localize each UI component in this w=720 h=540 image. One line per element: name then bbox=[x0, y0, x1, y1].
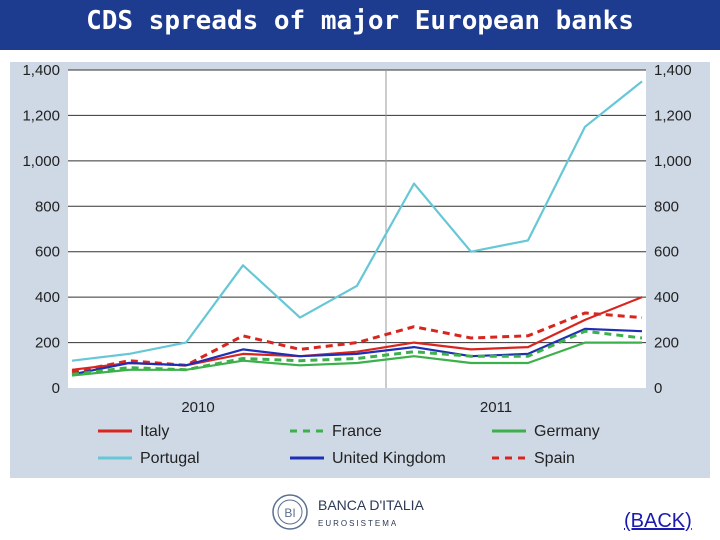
logo-sub: EUROSISTEMA bbox=[318, 519, 398, 528]
legend-label: Spain bbox=[534, 450, 575, 467]
back-link[interactable]: (BACK) bbox=[624, 510, 692, 532]
series-line bbox=[71, 341, 642, 377]
legend: Italy France Germany Portugal United Kingdom… bbox=[98, 423, 600, 467]
cds-line-chart: 0 200 400 600 800 1,000 1,200 1,400 0 200 400 600 8… bbox=[22, 62, 692, 467]
x-tick-label: 2011 bbox=[480, 399, 512, 416]
legend-label: United Kingdom bbox=[332, 450, 446, 467]
grid-lines bbox=[68, 69, 646, 344]
y-tick-label-left: 0 bbox=[52, 380, 60, 397]
y-tick-label-right: 600 bbox=[654, 244, 679, 261]
legend-label: Germany bbox=[534, 423, 600, 440]
plot-area bbox=[68, 70, 646, 388]
x-axis: 2010 2011 bbox=[181, 399, 512, 416]
y-axis-right: 0 200 400 600 800 1,000 1,200 1,400 bbox=[654, 62, 692, 397]
legend-label: Italy bbox=[140, 423, 169, 440]
series-lines bbox=[71, 80, 643, 377]
y-tick-label-left: 400 bbox=[35, 289, 60, 306]
y-tick-label-right: 800 bbox=[654, 198, 679, 215]
title-bar bbox=[0, 0, 720, 50]
logo-name: BANCA D'ITALIA bbox=[318, 497, 425, 513]
banca-italia-logo: BI BANCA D'ITALIA EUROSISTEMA bbox=[272, 494, 425, 530]
y-tick-label-right: 1,400 bbox=[654, 62, 692, 79]
y-tick-label-left: 200 bbox=[35, 335, 60, 352]
y-tick-label-right: 0 bbox=[654, 380, 662, 397]
series-line bbox=[71, 327, 643, 376]
y-tick-label-right: 1,200 bbox=[654, 107, 692, 124]
svg-text:BI: BI bbox=[284, 506, 295, 520]
y-tick-label-left: 600 bbox=[35, 244, 60, 261]
y-tick-label-right: 400 bbox=[654, 289, 679, 306]
y-tick-label-right: 1,000 bbox=[654, 153, 692, 170]
legend-label: France bbox=[332, 423, 382, 440]
seal-icon: BI bbox=[272, 494, 308, 530]
y-tick-label-left: 1,400 bbox=[22, 62, 60, 79]
y-axis-left: 0 200 400 600 800 1,000 1,200 1,400 bbox=[22, 62, 60, 397]
y-tick-label-left: 800 bbox=[35, 198, 60, 215]
legend-label: Portugal bbox=[140, 450, 200, 467]
x-tick-label: 2010 bbox=[181, 399, 214, 416]
y-tick-label-left: 1,200 bbox=[22, 107, 60, 124]
slide-title: CDS spreads of major European banks bbox=[86, 6, 634, 36]
y-tick-label-left: 1,000 bbox=[22, 153, 60, 170]
series-line bbox=[71, 80, 643, 362]
chart-panel: 0 200 400 600 800 1,000 1,200 1,400 0 200 400 600 8… bbox=[10, 62, 710, 478]
y-tick-label-right: 200 bbox=[654, 335, 679, 352]
